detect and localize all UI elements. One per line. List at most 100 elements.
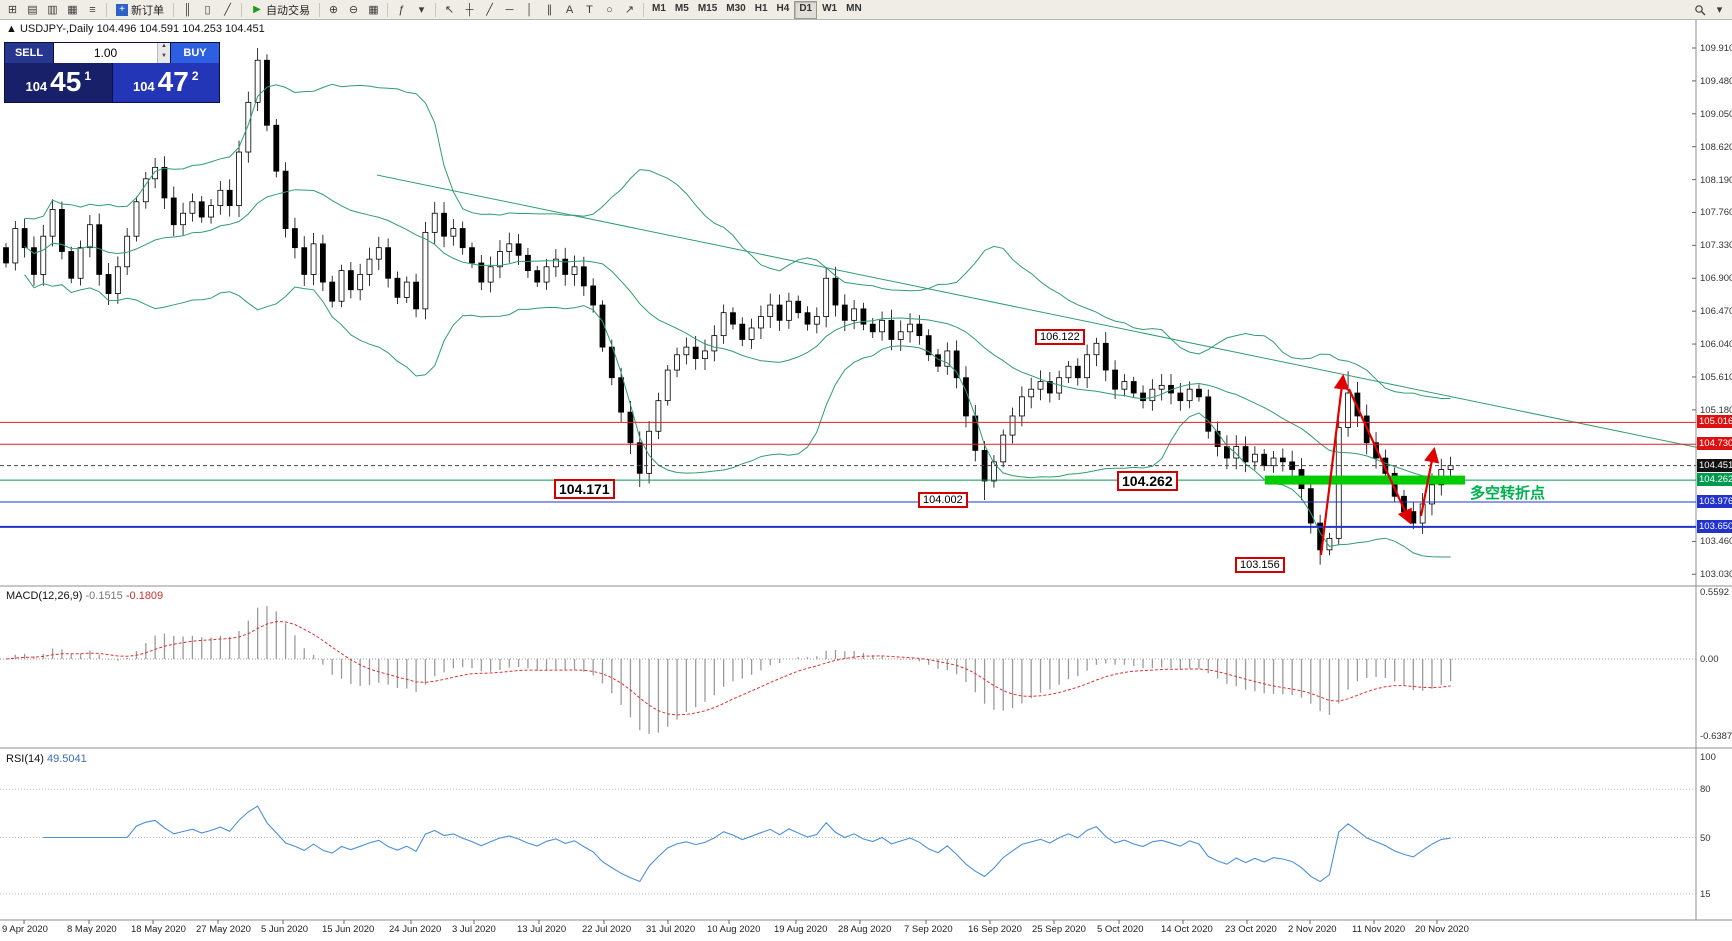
sell-price-big: 45 xyxy=(50,66,82,97)
tab-timeframe-H1[interactable]: H1 xyxy=(754,2,768,14)
macd-axis-label: -0.6387 xyxy=(1700,730,1732,742)
price-axis-label: 109.050 xyxy=(1700,108,1732,120)
date-axis-label: 25 Sep 2020 xyxy=(1032,924,1086,935)
profiles-icon[interactable]: ▤ xyxy=(27,4,38,16)
new-order-button-label: 新订单 xyxy=(131,4,164,17)
stepper-up-icon[interactable]: ▲ xyxy=(158,43,170,53)
volume-stepper[interactable]: ▲ ▼ xyxy=(157,43,170,63)
rsi-name: RSI(14) xyxy=(6,753,44,765)
text-label-icon[interactable]: T xyxy=(586,3,593,16)
rsi-line xyxy=(43,805,1451,883)
horizontal-line-icon[interactable]: ─ xyxy=(505,3,514,16)
descending-trendline[interactable] xyxy=(376,174,1701,449)
crosshair-icon[interactable]: ┼ xyxy=(465,3,474,16)
macd-signal-value: -0.1809 xyxy=(125,590,164,602)
price-axis-label: 109.480 xyxy=(1700,75,1732,87)
tab-timeframe-MN[interactable]: MN xyxy=(846,2,862,14)
date-axis-label: 18 May 2020 xyxy=(131,924,186,935)
market-watch-icon[interactable]: ▥ xyxy=(47,4,58,16)
price-callout[interactable]: 104.171 xyxy=(554,479,615,499)
volume-field: ▲ ▼ xyxy=(53,43,171,63)
price-axis-label: 106.040 xyxy=(1700,339,1732,351)
search-icon[interactable] xyxy=(1690,2,1709,18)
date-axis-label: 2 Nov 2020 xyxy=(1288,924,1337,935)
price-axis-label: 106.470 xyxy=(1700,306,1732,318)
text-icon[interactable]: A xyxy=(565,3,574,16)
new-chart-icon[interactable]: ⊞ xyxy=(7,4,18,16)
channel-icon[interactable]: ∥ xyxy=(546,4,553,16)
price-axis-label: 103.460 xyxy=(1700,536,1732,548)
data-window-icon[interactable]: ▦ xyxy=(67,4,78,16)
price-callout[interactable]: 104.002 xyxy=(918,492,968,508)
sell-price-button[interactable]: 104 45 1 xyxy=(5,63,113,102)
indicators-dropdown-icon[interactable]: ▾ xyxy=(418,4,425,16)
toolbar-separator xyxy=(435,2,436,17)
tab-timeframe-D1[interactable]: D1 xyxy=(794,0,818,19)
indicators-icon[interactable]: ƒ xyxy=(398,3,405,16)
price-axis-label: 105.610 xyxy=(1700,371,1732,383)
buy-price-handle: 104 xyxy=(132,79,155,94)
buy-button[interactable]: BUY xyxy=(171,43,219,63)
line-chart-icon[interactable]: ╱ xyxy=(224,4,231,16)
toolbar-separator xyxy=(241,2,242,17)
vertical-line-icon[interactable]: │ xyxy=(526,3,533,16)
tile-windows-icon[interactable]: ▦ xyxy=(368,4,379,16)
toolbar: ⊞ ▤ ▥ ▦ ≡ + 新订单 ║ ▯ ╱ ▶ 自动交易 ⊕ ⊖ ▦ ƒ ▾ ↖ ┼ ╱ ─ │ ∥ A T ○ ↗ M1 M5 M15 M… xyxy=(0,0,1732,20)
macd-axis-label: 0.00 xyxy=(1700,654,1719,665)
macd-axis-label: 0.5592 xyxy=(1700,587,1730,598)
zoom-out-icon[interactable]: ⊖ xyxy=(348,4,359,16)
bar-chart-icon[interactable]: ║ xyxy=(183,3,192,16)
sell-price-handle: 104 xyxy=(25,79,48,94)
trendline-icon[interactable]: ╱ xyxy=(486,4,493,16)
date-axis-label: 5 Jun 2020 xyxy=(261,924,309,935)
toolbar-separator xyxy=(173,2,174,17)
symbol-marker-icon: ▲ xyxy=(6,23,17,35)
buy-price-big: 47 xyxy=(157,66,189,97)
price-axis-label: 103.030 xyxy=(1700,569,1732,581)
price-callout[interactable]: 106.122 xyxy=(1035,329,1085,345)
price-tag-103.650: 103.650 xyxy=(1697,519,1732,533)
new-order-button[interactable]: + 新订单 xyxy=(111,2,169,18)
cursor-icon[interactable]: ↖ xyxy=(444,4,455,16)
price-tag-104.451: 104.451 xyxy=(1697,458,1732,472)
tab-timeframe-M30[interactable]: M30 xyxy=(726,2,746,14)
zoom-in-icon[interactable]: ⊕ xyxy=(328,4,339,16)
toolbar-more-dropdown-icon[interactable]: ▾ xyxy=(1716,4,1723,16)
price-callout[interactable]: 104.262 xyxy=(1117,471,1178,491)
date-axis-label: 24 Jun 2020 xyxy=(389,924,442,935)
rsi-axis-label: 80 xyxy=(1700,784,1711,796)
arrow-tool-icon[interactable]: ↗ xyxy=(624,4,635,16)
turning-point-annotation[interactable]: 多空转折点 xyxy=(1470,485,1546,502)
date-axis-label: 20 Nov 2020 xyxy=(1415,924,1469,935)
price-axis-label: 107.760 xyxy=(1700,207,1732,219)
navigator-icon[interactable]: ≡ xyxy=(89,3,96,16)
tab-timeframe-H4[interactable]: H4 xyxy=(776,2,790,14)
shapes-icon[interactable]: ○ xyxy=(606,3,613,16)
autotrade-button[interactable]: ▶ 自动交易 xyxy=(246,2,315,18)
trade-signal-arrows[interactable] xyxy=(1319,373,1440,556)
tab-timeframe-M15[interactable]: M15 xyxy=(697,2,718,14)
support-band[interactable] xyxy=(1265,475,1465,485)
volume-input[interactable] xyxy=(54,43,157,63)
candles xyxy=(3,48,1454,565)
stepper-down-icon[interactable]: ▼ xyxy=(158,53,170,63)
price-axis-label: 106.900 xyxy=(1700,273,1732,285)
buy-price-button[interactable]: 104 47 2 xyxy=(112,63,219,102)
rsi-axis-label: 15 xyxy=(1700,888,1711,900)
sell-button[interactable]: SELL xyxy=(5,43,53,63)
price-axis-label: 107.330 xyxy=(1700,240,1732,252)
price-callout[interactable]: 103.156 xyxy=(1235,557,1285,573)
date-axis-label: 22 Jul 2020 xyxy=(582,924,632,935)
toolbar-separator xyxy=(106,2,107,17)
date-axis-label: 23 Oct 2020 xyxy=(1225,924,1277,935)
candlestick-chart-icon[interactable]: ▯ xyxy=(204,4,211,16)
date-axis-label: 8 May 2020 xyxy=(67,924,117,935)
tab-timeframe-M1[interactable]: M1 xyxy=(652,2,666,14)
autotrade-button-label: 自动交易 xyxy=(266,4,310,17)
tab-timeframe-M5[interactable]: M5 xyxy=(674,2,689,14)
tab-timeframe-W1[interactable]: W1 xyxy=(822,2,838,14)
toolbar-separator xyxy=(387,2,388,17)
date-axis-label: 3 Jul 2020 xyxy=(452,924,496,935)
